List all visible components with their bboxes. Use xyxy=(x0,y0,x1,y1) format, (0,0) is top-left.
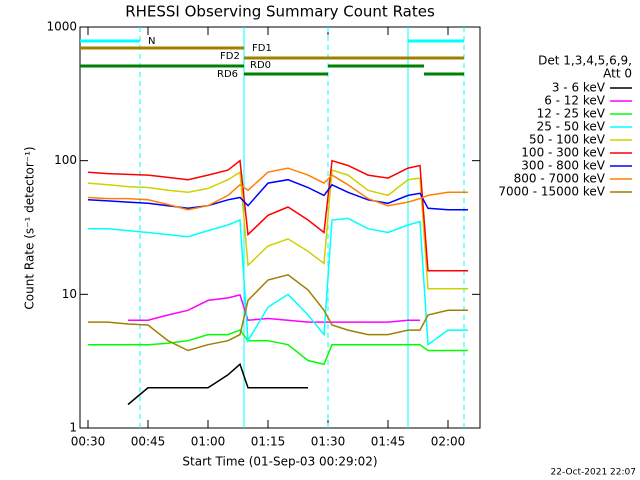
series-line xyxy=(87,169,468,290)
flag-label: N xyxy=(148,36,155,47)
legend-label: 7000 - 15000 keV xyxy=(498,185,605,199)
series-line xyxy=(87,178,468,211)
legend-label: 800 - 7000 keV xyxy=(514,172,606,186)
y-tick-label: 1000 xyxy=(46,20,77,34)
x-axis-label: Start Time (01-Sep-03 00:29:02) xyxy=(182,455,377,469)
legend-label: 12 - 25 keV xyxy=(537,107,606,121)
footer: 22-Oct-2021 22:07 xyxy=(551,468,636,478)
series-line xyxy=(88,273,468,352)
series-line xyxy=(128,294,420,323)
x-tick-label: 01:45 xyxy=(371,435,406,449)
x-tick-label: 00:45 xyxy=(131,435,166,449)
y-tick-label: 10 xyxy=(62,287,77,301)
series-line xyxy=(87,159,468,272)
flag-label: RD0 xyxy=(250,60,271,71)
y-axis-label: Count Rate (s⁻¹ detector⁻¹) xyxy=(23,146,37,309)
y-tick-label: 1 xyxy=(69,421,77,435)
legend-header: Att 0 xyxy=(603,67,632,81)
series-line xyxy=(88,329,468,366)
x-tick-label: 01:00 xyxy=(191,435,226,449)
legend-header: Det 1,3,4,5,6,9, xyxy=(538,54,632,68)
x-tick-label: 00:30 xyxy=(71,435,106,449)
flag-label: FD2 xyxy=(220,51,240,62)
legend-label: 100 - 300 keV xyxy=(521,146,605,160)
legend-label: 25 - 50 keV xyxy=(537,120,606,134)
flag-label: FD1 xyxy=(252,43,272,54)
x-tick-label: 02:00 xyxy=(431,435,466,449)
x-tick-label: 01:15 xyxy=(251,435,286,449)
plot-frame xyxy=(79,26,481,429)
legend-label: 3 - 6 keV xyxy=(552,81,606,95)
series-line xyxy=(127,362,308,406)
legend-label: 50 - 100 keV xyxy=(529,133,606,147)
y-tick-label: 100 xyxy=(54,153,77,167)
x-tick-label: 01:30 xyxy=(311,435,346,449)
series-line xyxy=(87,167,468,211)
flag-label: RD6 xyxy=(217,69,238,80)
legend-label: 6 - 12 keV xyxy=(544,94,606,108)
legend-label: 300 - 800 keV xyxy=(521,159,605,173)
chart-title: RHESSI Observing Summary Count Rates xyxy=(125,3,435,21)
series-line xyxy=(88,217,468,347)
